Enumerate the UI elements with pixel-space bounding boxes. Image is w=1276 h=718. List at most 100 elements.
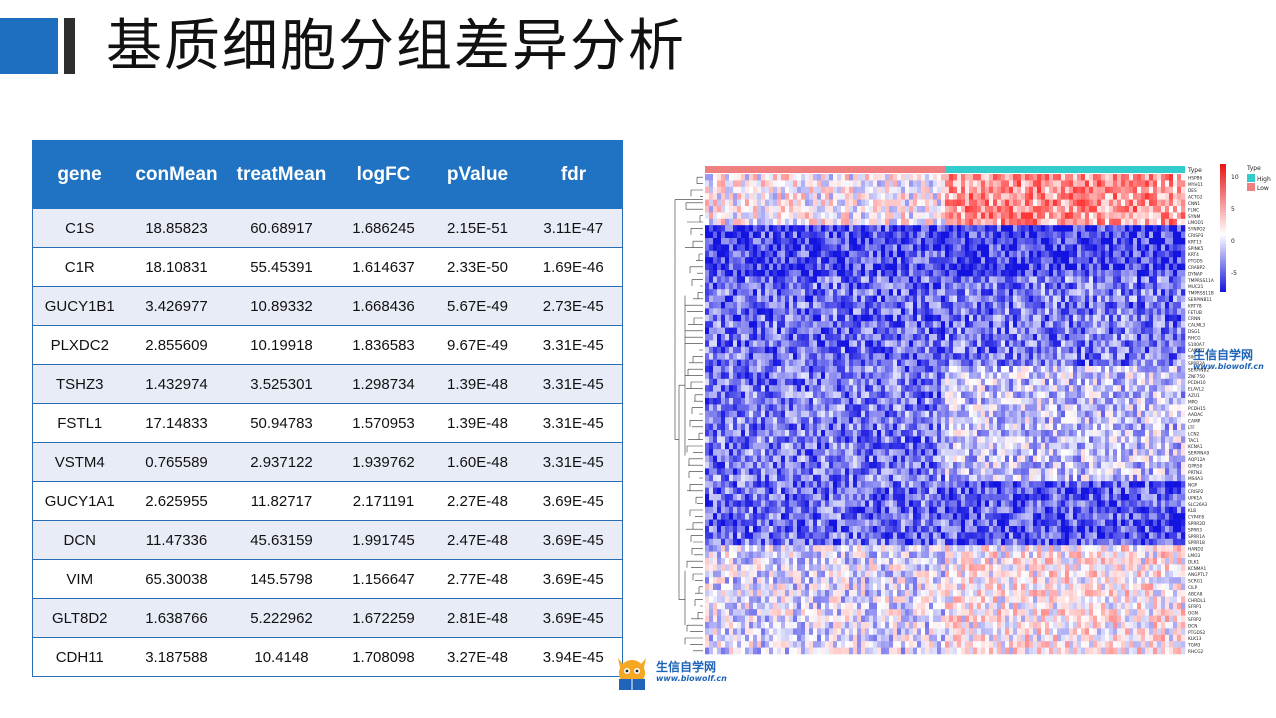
heatmap-cell: [849, 340, 854, 348]
heatmap-cell: [845, 366, 850, 373]
heatmap-cell: [957, 244, 962, 252]
heatmap-cell: [845, 263, 850, 271]
heatmap-cell: [945, 404, 950, 412]
heatmap-cell: [1021, 263, 1026, 271]
heatmap-cell: [985, 359, 990, 367]
heatmap-cell: [885, 180, 890, 188]
heatmap-cell: [993, 212, 998, 220]
heatmap-cell: [849, 346, 854, 354]
heatmap-cell: [797, 327, 802, 335]
heatmap-cell: [949, 276, 954, 284]
heatmap-cell: [865, 186, 870, 194]
heatmap-cell: [929, 404, 934, 412]
heatmap-cell: [1125, 314, 1130, 322]
heatmap-cell: [1029, 225, 1034, 232]
heatmap-cell: [1033, 218, 1038, 226]
heatmap-cell: [913, 327, 918, 335]
heatmap-cell: [1113, 366, 1118, 373]
heatmap-cell: [965, 346, 970, 354]
heatmap-cell: [833, 212, 838, 220]
heatmap-cell: [821, 359, 826, 367]
heatmap-cell: [1089, 353, 1094, 360]
heatmap-cell: [949, 346, 954, 354]
heatmap-cell: [733, 180, 738, 188]
heatmap-cell: [997, 417, 1002, 424]
heatmap-cell: [745, 308, 750, 316]
heatmap-cell: [741, 321, 746, 328]
heatmap-cell: [853, 404, 858, 412]
heatmap-cell: [721, 231, 726, 239]
heatmap-cell: [893, 346, 898, 354]
heatmap-cell: [1101, 276, 1106, 284]
heatmap-cell: [1017, 257, 1022, 264]
heatmap-cell: [1041, 199, 1046, 207]
heatmap-cell: [741, 244, 746, 252]
heatmap-cell: [857, 391, 862, 399]
heatmap-cell: [753, 282, 758, 290]
heatmap-cell: [1145, 270, 1150, 277]
heatmap-cell: [877, 193, 882, 200]
heatmap-cell: [853, 225, 858, 232]
table-cell-fdr: 3.31E-45: [524, 442, 623, 482]
heatmap-cell: [1125, 385, 1130, 392]
heatmap-cell: [937, 366, 942, 373]
heatmap-cell: [817, 186, 822, 194]
heatmap-cell: [789, 398, 794, 405]
heatmap-cell: [1057, 250, 1062, 258]
heatmap-cell: [773, 263, 778, 271]
heatmap-cell: [1101, 372, 1106, 380]
heatmap-cell: [825, 186, 830, 194]
heatmap-cell: [781, 244, 786, 252]
heatmap-cell: [713, 295, 718, 303]
heatmap-cell: [953, 276, 958, 284]
heatmap-cell: [837, 327, 842, 335]
heatmap-cell: [745, 340, 750, 348]
heatmap-cell: [817, 289, 822, 296]
heatmap-cell: [1053, 321, 1058, 328]
heatmap-cell: [1089, 289, 1094, 296]
heatmap-cell: [857, 404, 862, 412]
heatmap-cell: [1181, 199, 1186, 207]
heatmap-cell: [985, 206, 990, 213]
heatmap-cell: [817, 218, 822, 226]
heatmap-cell: [869, 295, 874, 303]
heatmap-cell: [773, 378, 778, 386]
deg-table-wrapper: gene conMean treatMean logFC pValue fdr …: [32, 140, 623, 677]
heatmap-cell: [969, 218, 974, 226]
heatmap-cell: [761, 238, 766, 245]
heatmap-cell: [809, 314, 814, 322]
heatmap-cell: [789, 263, 794, 271]
heatmap-cell: [1141, 250, 1146, 258]
heatmap-cell: [1169, 206, 1174, 213]
heatmap-cell: [841, 353, 846, 360]
heatmap-cell: [793, 417, 798, 424]
heatmap-cell: [1013, 302, 1018, 309]
heatmap-cell: [741, 218, 746, 226]
heatmap-cell: [1077, 391, 1082, 399]
heatmap-cell: [1081, 410, 1086, 418]
heatmap-cell: [897, 276, 902, 284]
heatmap-cell: [801, 314, 806, 322]
heatmap-cell: [917, 244, 922, 252]
heatmap-cell: [905, 218, 910, 226]
heatmap-cell: [765, 282, 770, 290]
heatmap-cell: [861, 174, 866, 181]
heatmap-cell: [945, 180, 950, 188]
heatmap-cell: [809, 321, 814, 328]
heatmap-cell: [797, 372, 802, 380]
heatmap-cell: [705, 346, 710, 354]
heatmap-cell: [861, 308, 866, 316]
heatmap-cell: [857, 244, 862, 252]
heatmap-cell: [901, 282, 906, 290]
heatmap-cell: [737, 199, 742, 207]
heatmap-cell: [1161, 186, 1166, 194]
heatmap-cell: [1053, 372, 1058, 380]
heatmap-cell: [1085, 423, 1090, 431]
heatmap-cell: [941, 174, 946, 181]
heatmap-cell: [1057, 398, 1062, 405]
heatmap-cell: [1105, 308, 1110, 316]
heatmap-cell: [1045, 423, 1050, 431]
heatmap-cell: [1013, 314, 1018, 322]
heatmap-cell: [1097, 289, 1102, 296]
heatmap-cell: [973, 404, 978, 412]
